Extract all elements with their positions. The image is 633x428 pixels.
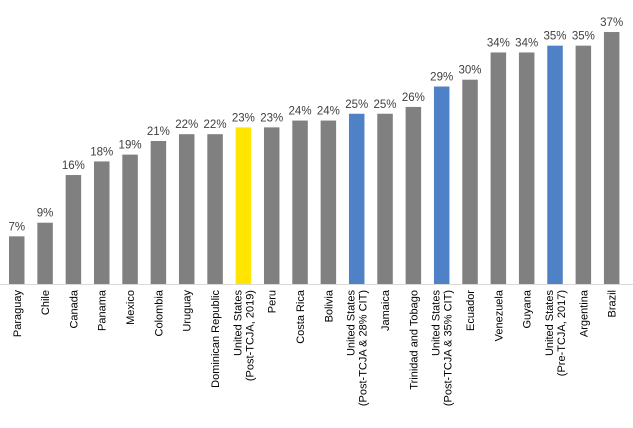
data-label-1: 9% [37, 208, 54, 220]
data-label-16: 30% [459, 65, 482, 77]
bar-11 [320, 120, 337, 284]
category-label-18: Guyana [522, 289, 534, 328]
category-label-4: Mexico [125, 290, 137, 325]
category-label-3: Panama [97, 289, 109, 331]
bar-7 [207, 134, 223, 284]
data-label-9: 23% [260, 112, 283, 124]
category-label-5: Colombia [153, 289, 165, 336]
bar-5 [150, 140, 167, 284]
bar-17 [490, 52, 507, 285]
data-label-20: 35% [572, 31, 595, 43]
bar-21 [603, 32, 620, 284]
data-label-18: 34% [515, 37, 538, 49]
category-label-15-line-0: United States [431, 290, 443, 357]
data-label-14: 26% [402, 92, 425, 104]
category-label-2: Canada [68, 289, 80, 328]
category-label-12-line-1: (Post-TCJA & 28% CIT) [358, 290, 370, 406]
data-label-6: 22% [175, 119, 198, 131]
bar-6 [178, 134, 195, 284]
data-label-0: 7% [8, 221, 25, 233]
bar-16 [462, 79, 478, 284]
category-label-17: Venezuela [493, 289, 505, 341]
bar-2 [65, 175, 82, 284]
data-label-19: 35% [544, 31, 567, 43]
data-label-5: 21% [147, 126, 170, 138]
category-label-9: Peru [267, 290, 279, 313]
category-label-13: Jamaica [380, 289, 392, 331]
category-label-16: Ecuador [465, 290, 477, 331]
category-label-21: Brazil [607, 290, 619, 318]
category-label-7: Dominican Republic [210, 290, 222, 388]
data-label-4: 19% [119, 140, 142, 152]
data-label-10: 24% [289, 106, 312, 118]
bar-19 [547, 45, 563, 285]
bar-14 [405, 106, 422, 284]
bar-3 [93, 161, 110, 284]
bar-1 [37, 222, 53, 284]
bar-0 [9, 236, 25, 284]
bar-9 [263, 127, 280, 285]
bar-20 [575, 45, 592, 285]
data-label-7: 22% [204, 119, 227, 131]
bar-10 [292, 120, 308, 284]
data-label-8: 23% [232, 112, 255, 124]
bar-12 [348, 113, 365, 284]
data-label-17: 34% [487, 37, 510, 49]
data-label-13: 25% [374, 99, 397, 111]
category-label-19-line-0: United States [544, 290, 556, 357]
category-label-8-line-1: (Post-TCJA, 2019) [244, 290, 256, 381]
bar-4 [122, 154, 138, 284]
category-label-6: Uruguay [182, 290, 194, 332]
category-label-10: Costa Rica [295, 289, 307, 344]
category-label-20: Argentina [578, 289, 590, 337]
category-label-12-line-0: United States [346, 290, 358, 357]
data-label-11: 24% [317, 106, 340, 118]
data-label-15: 29% [430, 72, 453, 84]
category-label-14: Trinidad and Tobago [408, 290, 420, 390]
data-label-12: 25% [345, 99, 368, 111]
category-label-15-line-1: (Post-TCJA & 35% CIT) [443, 290, 455, 406]
data-label-21: 37% [600, 17, 623, 29]
bar-15 [433, 86, 450, 284]
category-label-19-line-1: (Pre-TCJA, 2017) [556, 290, 568, 376]
bar-13 [377, 113, 393, 284]
category-label-1: Chile [40, 290, 52, 315]
bar-8 [235, 127, 252, 285]
category-label-8-line-0: United States [232, 290, 244, 357]
category-label-11: Bolivia [323, 289, 335, 322]
data-label-3: 18% [90, 146, 113, 158]
bar-18 [518, 52, 535, 285]
category-label-0: Paraguay [12, 290, 24, 338]
data-label-2: 16% [62, 160, 85, 172]
